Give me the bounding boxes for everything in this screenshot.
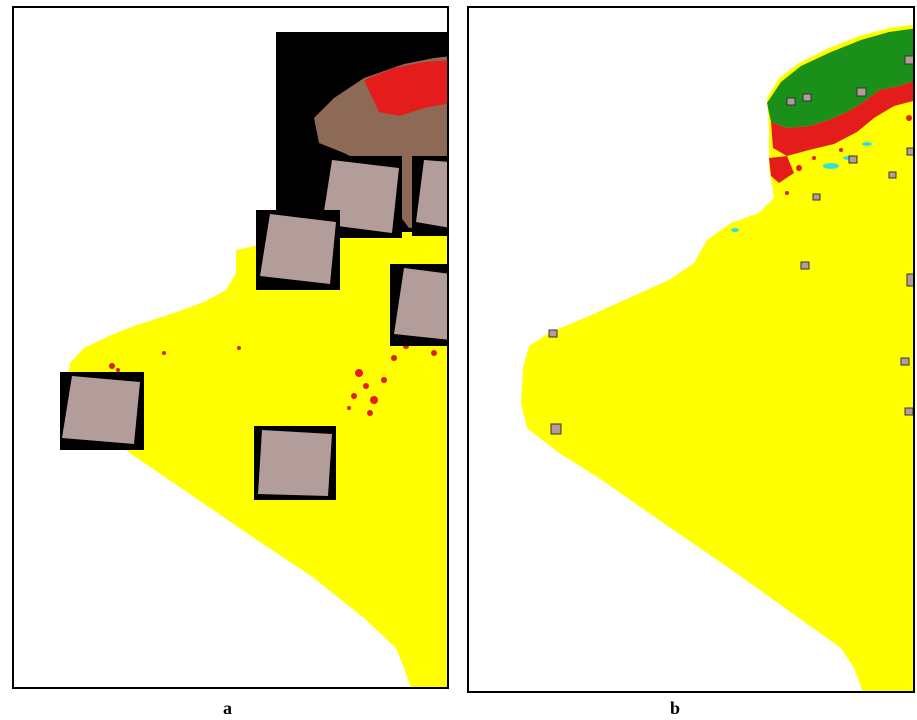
vegetation-patches-b	[769, 156, 794, 183]
map-a-canvas	[60, 32, 447, 687]
desert-region-b	[521, 24, 913, 691]
panel-b-label: b	[670, 698, 681, 718]
sample-tiles-b	[548, 55, 913, 435]
dense-vegetation-b	[767, 28, 913, 128]
map-panel-a	[12, 6, 449, 689]
landsat-scene-2	[412, 156, 447, 236]
panel-a-label: a	[223, 698, 232, 718]
map-panel-b	[467, 6, 915, 693]
vegetation-specks-b	[785, 115, 912, 195]
landsat-scene-5	[60, 372, 144, 450]
landsat-scene-6	[254, 426, 336, 500]
landsat-scene-4	[390, 264, 447, 346]
landsat-scene-3	[256, 210, 340, 290]
map-b-canvas	[521, 24, 913, 691]
vegetation-band-b	[771, 81, 913, 156]
coastal-vegetation	[364, 60, 447, 116]
